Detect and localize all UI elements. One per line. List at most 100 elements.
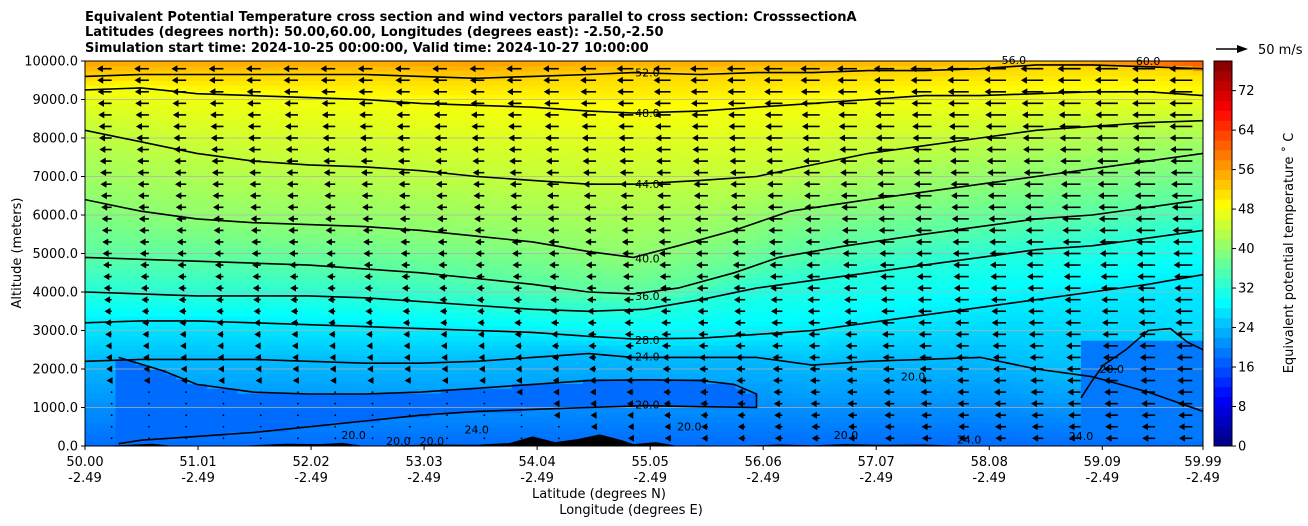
shading-cell	[522, 243, 533, 250]
shading-cell	[85, 306, 96, 312]
shading-cell	[389, 142, 401, 149]
shading-cell	[461, 61, 472, 67]
shading-cell	[156, 287, 167, 293]
shading-cell	[278, 147, 289, 154]
shading-cell	[562, 243, 574, 250]
shading-cell	[278, 258, 289, 264]
shading-cell	[298, 301, 310, 308]
shading-cell	[450, 349, 462, 356]
shading-cell	[461, 210, 472, 216]
shading-cell	[267, 181, 279, 187]
shading-cell	[328, 210, 340, 216]
shading-cell	[644, 215, 655, 221]
shading-cell	[349, 292, 361, 298]
shading-cell	[257, 340, 269, 346]
shading-cell	[339, 162, 350, 168]
shading-cell	[369, 282, 381, 288]
shading-cell	[206, 215, 218, 221]
shading-cell	[593, 65, 604, 72]
shading-cell	[288, 200, 300, 206]
shading-cell	[156, 75, 167, 81]
shading-cell	[491, 166, 503, 173]
shading-cell	[379, 258, 391, 264]
shading-cell	[328, 234, 340, 240]
shading-cell	[85, 436, 96, 442]
shading-cell	[633, 344, 645, 351]
shading-cell	[196, 200, 208, 206]
shading-cell	[603, 195, 615, 202]
shading-cell	[704, 166, 716, 173]
shading-cell	[430, 364, 442, 370]
shading-cell	[450, 123, 462, 129]
shading-cell	[715, 407, 726, 413]
shading-cell	[389, 205, 401, 211]
shading-cell	[308, 113, 320, 120]
shading-cell	[176, 282, 188, 288]
shading-cell	[278, 229, 289, 235]
shading-cell	[501, 320, 513, 327]
shading-cell	[613, 61, 625, 67]
shading-cell	[704, 99, 716, 105]
shading-cell	[430, 369, 442, 375]
shading-cell	[430, 85, 442, 91]
shading-cell	[410, 186, 421, 192]
shading-cell	[105, 109, 117, 115]
shading-cell	[522, 142, 533, 149]
shading-cell	[572, 195, 584, 202]
shading-cell	[135, 340, 147, 346]
shading-cell	[105, 80, 117, 86]
shading-cell	[715, 320, 726, 327]
shading-cell	[420, 320, 432, 327]
shading-cell	[704, 258, 716, 264]
shading-cell	[339, 292, 350, 298]
shading-cell	[704, 417, 716, 423]
shading-cell	[430, 277, 442, 283]
shading-cell	[196, 383, 208, 389]
shading-cell	[339, 349, 350, 356]
shading-cell	[328, 195, 340, 202]
shading-cell	[115, 373, 127, 380]
shading-cell	[562, 123, 574, 129]
shading-cell	[135, 397, 147, 404]
shading-cell	[298, 138, 310, 144]
shading-cell	[410, 142, 421, 149]
shading-cell	[379, 417, 391, 423]
shading-cell	[278, 65, 289, 72]
shading-cell	[623, 152, 635, 158]
shading-cell	[379, 340, 391, 346]
shading-cell	[247, 190, 259, 197]
shading-cell	[145, 441, 157, 446]
shading-cell	[522, 109, 533, 115]
shading-cell	[308, 224, 320, 231]
shading-cell	[349, 421, 361, 428]
shading-cell	[196, 215, 208, 221]
shading-cell	[491, 142, 503, 149]
shading-cell	[227, 229, 239, 235]
shading-cell	[613, 229, 625, 235]
shading-cell	[206, 142, 218, 149]
shading-cell	[684, 426, 696, 433]
shading-cell	[196, 147, 208, 154]
shading-cell	[501, 397, 513, 404]
shading-cell	[471, 296, 482, 303]
shading-cell	[603, 138, 615, 144]
shading-cell	[145, 195, 157, 202]
shading-cell	[410, 133, 421, 139]
shading-cell	[278, 210, 289, 216]
shading-cell	[562, 205, 574, 211]
shading-cell	[237, 277, 249, 283]
shading-cell	[562, 306, 574, 312]
shading-cell	[664, 113, 676, 120]
shading-cell	[572, 70, 584, 77]
shading-cell	[156, 243, 167, 250]
shading-cell	[237, 397, 249, 404]
shading-cell	[664, 282, 676, 288]
shading-cell	[644, 296, 655, 303]
shading-cell	[278, 431, 289, 437]
shading-cell	[328, 224, 340, 231]
shading-cell	[491, 89, 503, 96]
shading-cell	[532, 190, 543, 197]
shading-cell	[532, 224, 543, 231]
shading-cell	[389, 195, 401, 202]
shading-cell	[227, 248, 239, 255]
